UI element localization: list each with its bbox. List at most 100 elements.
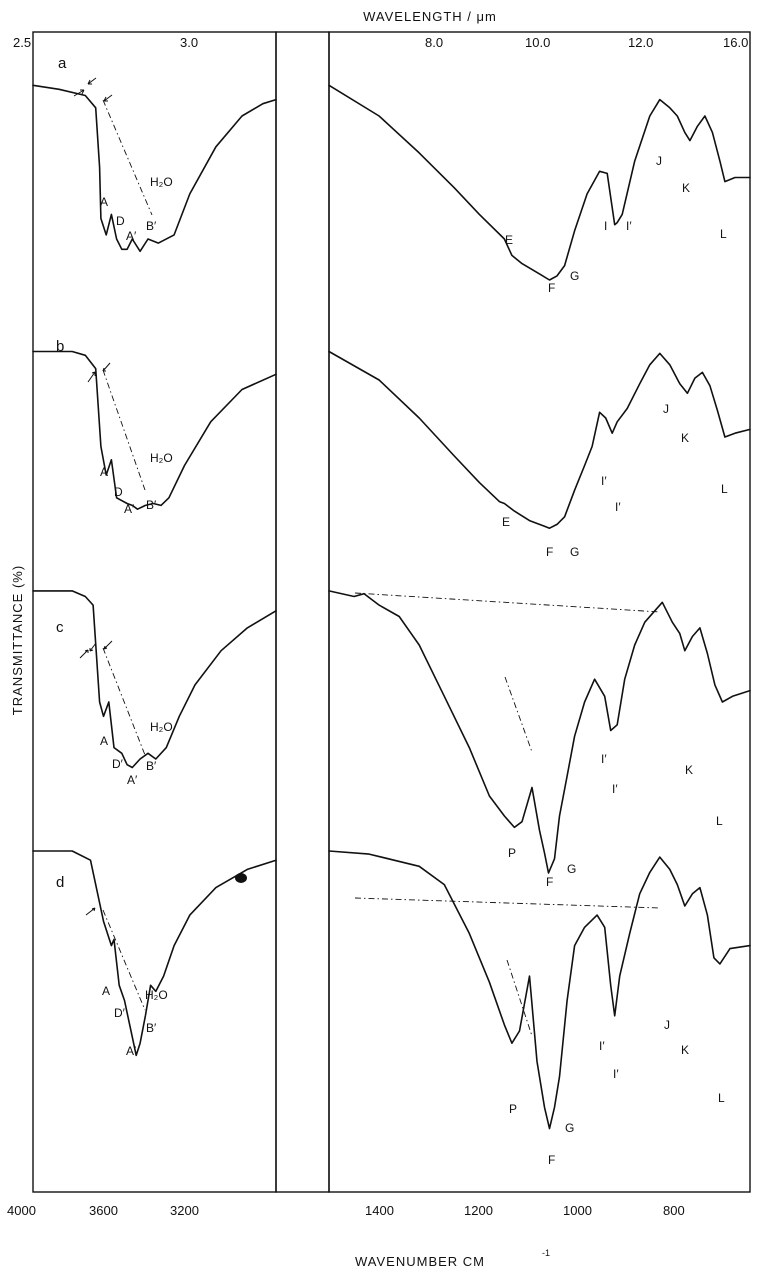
peak-label: I′ <box>601 752 607 766</box>
peak-label: L <box>721 482 728 496</box>
onset-arrow <box>73 89 85 97</box>
peak-label: H₂O <box>150 451 173 465</box>
peak-label: L <box>718 1091 725 1105</box>
peak-label: A′ <box>124 502 135 516</box>
bottom-tick-label: 1200 <box>464 1203 493 1218</box>
dashed-baseline <box>504 676 533 753</box>
spectra-curves <box>32 84 751 1130</box>
peak-label: A <box>102 984 110 998</box>
top-tick-label: 16.0 <box>723 35 748 50</box>
oh-stretch-curve <box>32 590 277 769</box>
peak-label: I′ <box>613 1067 619 1081</box>
peak-label: F <box>546 545 553 559</box>
oh-region-frame <box>32 31 277 1193</box>
dashed-baseline <box>354 592 661 613</box>
peak-label: F <box>546 875 553 889</box>
peak-label: D′ <box>114 1006 126 1020</box>
peak-label: J <box>656 154 662 168</box>
top-tick-labels: 2.5 3.0 8.0 10.0 12.0 16.0 <box>13 35 748 50</box>
peak-label: A′ <box>126 1044 137 1058</box>
peak-label: K <box>681 431 689 445</box>
peak-label: A <box>100 465 108 479</box>
onset-arrow <box>79 649 89 659</box>
peak-label: P <box>508 846 516 860</box>
peak-label: I <box>604 219 607 233</box>
dashed-baseline <box>102 647 146 756</box>
peak-label: F <box>548 1153 555 1167</box>
top-tick-label: 3.0 <box>180 35 198 50</box>
peak-label: H₂O <box>145 988 168 1002</box>
axis-break-strip <box>275 31 330 1193</box>
panel-letter: a <box>58 55 67 72</box>
bottom-tick-label: 4000 <box>7 1203 36 1218</box>
peak-label: L <box>720 227 727 241</box>
peak-label: D <box>114 485 123 499</box>
bottom-tick-label: 800 <box>663 1203 685 1218</box>
onset-arrow <box>102 362 111 372</box>
onset-arrow <box>87 77 97 85</box>
fingerprint-curve <box>328 84 751 281</box>
onset-arrow <box>87 371 96 383</box>
peak-label: P <box>509 1102 517 1116</box>
peak-label: B′ <box>146 219 157 233</box>
bottom-axis-title-superscript: -1 <box>542 1248 550 1258</box>
panel-letter: c <box>56 619 64 636</box>
peak-label: A <box>100 734 108 748</box>
peak-label: G <box>570 269 579 283</box>
peak-label: G <box>570 545 579 559</box>
peak-label: I′ <box>601 474 607 488</box>
ink-dot <box>235 873 247 883</box>
fingerprint-curve <box>328 590 751 874</box>
fingerprint-region-frame <box>328 31 751 1193</box>
peak-label: B′ <box>146 759 157 773</box>
bottom-tick-label: 3200 <box>170 1203 199 1218</box>
fingerprint-curve <box>328 850 751 1130</box>
dashed-baseline <box>102 99 153 216</box>
peak-label: K <box>682 181 690 195</box>
peak-label: J <box>663 402 669 416</box>
peak-label: I′ <box>599 1039 605 1053</box>
peak-label: G <box>565 1121 574 1135</box>
top-tick-label: 10.0 <box>525 35 550 50</box>
dashed-baseline <box>506 959 533 1037</box>
dashed-baseline <box>102 909 146 1011</box>
dashed-baseline <box>354 897 661 909</box>
peak-label: E <box>505 233 513 247</box>
top-tick-label: 2.5 <box>13 35 31 50</box>
peak-label: H₂O <box>150 175 173 189</box>
y-axis-title: TRANSMITTANCE (%) <box>10 565 25 715</box>
bottom-tick-labels: 4000 3600 3200 1400 1200 1000 800 <box>7 1203 685 1218</box>
bottom-tick-label: 1400 <box>365 1203 394 1218</box>
fingerprint-curve <box>328 350 751 530</box>
onset-arrow <box>85 907 96 916</box>
peak-label: B′ <box>146 498 157 512</box>
peak-label: I′ <box>612 782 618 796</box>
peak-label: E <box>502 515 510 529</box>
dashed-baseline <box>102 369 146 491</box>
panel-letter: d <box>56 874 64 891</box>
peak-label: I′ <box>626 219 632 233</box>
bottom-axis-title: WAVENUMBER CM <box>355 1254 485 1269</box>
peak-label: L <box>716 814 723 828</box>
peak-label: A <box>100 195 108 209</box>
peak-label: A′ <box>126 229 137 243</box>
bottom-tick-label: 3600 <box>89 1203 118 1218</box>
oh-stretch-curve <box>32 850 277 1057</box>
peak-label: G <box>567 862 576 876</box>
peak-label: F <box>548 281 555 295</box>
onset-arrow <box>103 640 113 650</box>
peak-label: D′ <box>112 757 124 771</box>
peak-label: J <box>664 1018 670 1032</box>
peak-label: D <box>116 214 125 228</box>
top-tick-label: 8.0 <box>425 35 443 50</box>
onset-arrows <box>73 77 113 916</box>
top-axis-title: WAVELENGTH / μm <box>363 9 497 24</box>
onset-arrow <box>103 94 113 102</box>
dashed-baselines <box>102 99 661 1037</box>
peak-label: H₂O <box>150 720 173 734</box>
oh-stretch-curve <box>32 350 277 511</box>
peak-label: A′ <box>127 773 138 787</box>
peak-label: I′ <box>615 500 621 514</box>
